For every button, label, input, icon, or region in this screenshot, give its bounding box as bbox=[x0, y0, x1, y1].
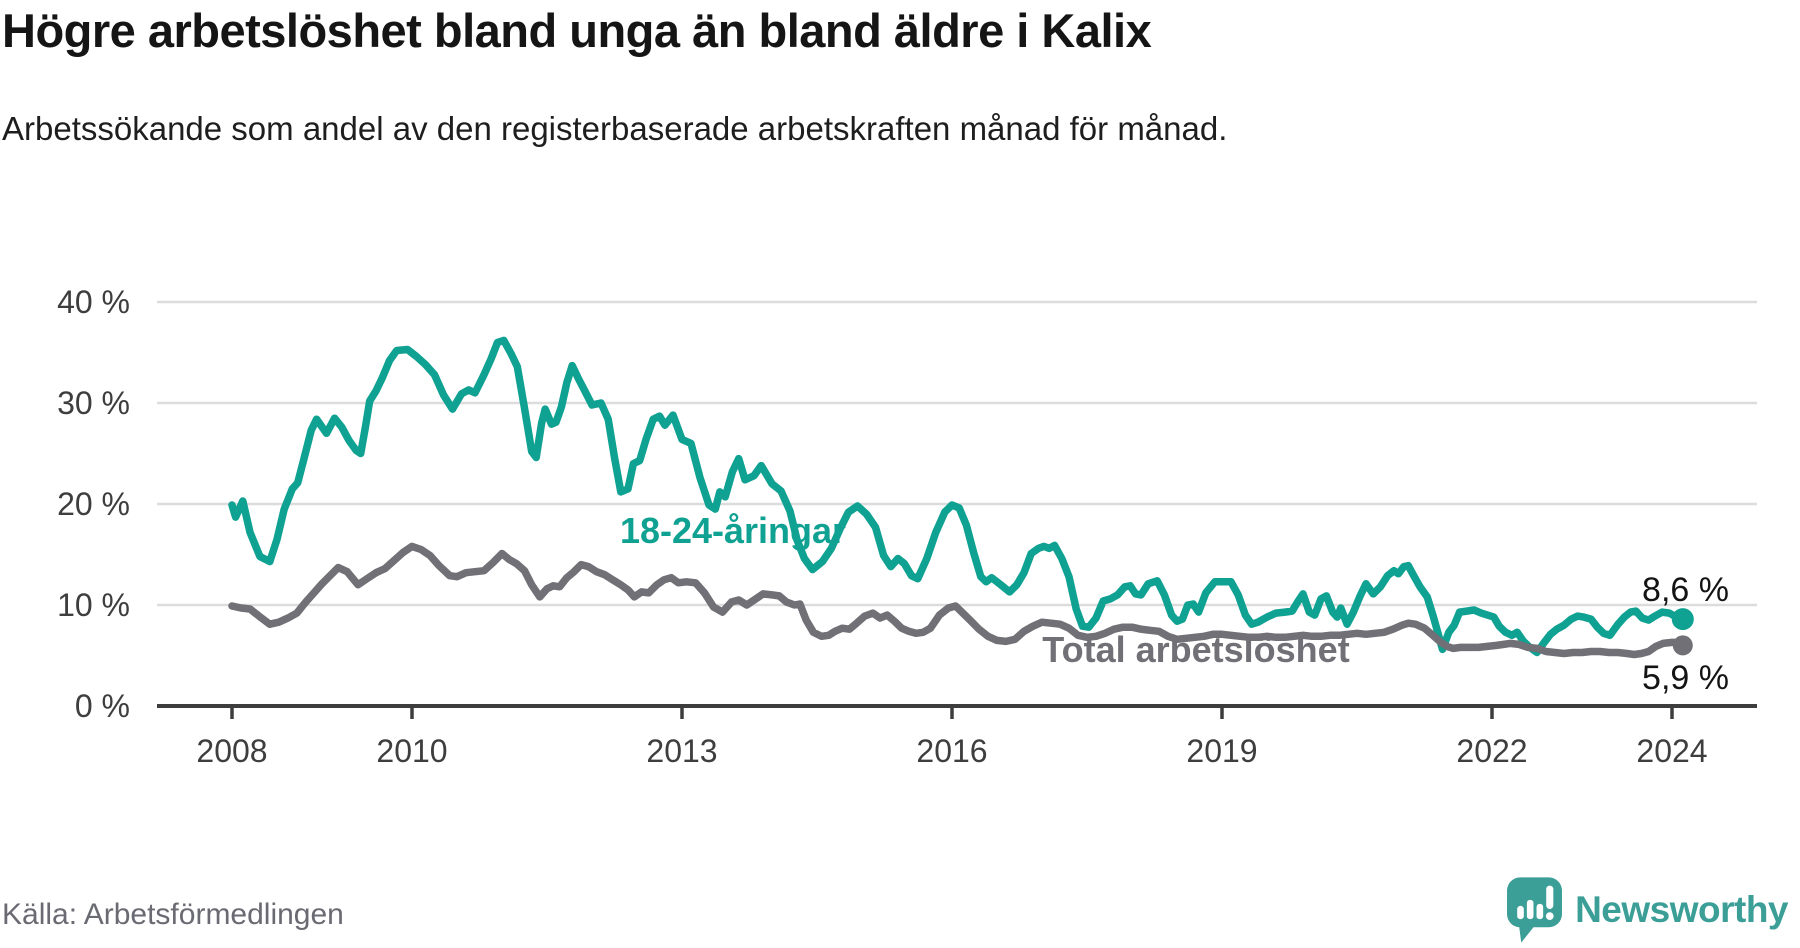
series-end-dot-young bbox=[1671, 608, 1694, 631]
data-series bbox=[228, 336, 1694, 659]
y-tick-label: 40 % bbox=[57, 284, 130, 320]
source-note: Källa: Arbetsförmedlingen bbox=[2, 898, 344, 931]
series-label-young: 18-24-åringar bbox=[620, 510, 846, 551]
x-axis: 2008 2010 2013 2016 2019 2022 2024 bbox=[157, 704, 1757, 769]
series-line-young bbox=[228, 336, 1687, 657]
series-line-total bbox=[228, 542, 1687, 659]
y-tick-label: 0 % bbox=[75, 688, 130, 724]
series-label-total: Total arbetslöshet bbox=[1042, 629, 1349, 670]
y-tick-label: 30 % bbox=[57, 385, 130, 421]
y-tick-label: 10 % bbox=[57, 587, 130, 623]
logo-wordmark: Newsworthy bbox=[1575, 889, 1788, 930]
series-end-dot-total bbox=[1672, 635, 1693, 656]
x-tick-label: 2008 bbox=[196, 733, 267, 769]
x-tick-label: 2013 bbox=[646, 733, 717, 769]
end-value-label-total: 5,9 % bbox=[1642, 659, 1729, 697]
page-subtitle: Arbetssökande som andel av den registerb… bbox=[2, 110, 1228, 147]
newsworthy-logo: Newsworthy bbox=[1506, 876, 1788, 944]
x-tick-label: 2016 bbox=[916, 733, 987, 769]
end-value-label-young: 8,6 % bbox=[1642, 571, 1729, 609]
x-tick-label: 2024 bbox=[1636, 733, 1707, 769]
y-tick-label: 20 % bbox=[57, 486, 130, 522]
bar-chart-speech-bubble-icon bbox=[1507, 877, 1563, 943]
x-tick-label: 2010 bbox=[376, 733, 447, 769]
page-title: Högre arbetslöshet bland unga än bland ä… bbox=[2, 4, 1152, 57]
x-tick-label: 2019 bbox=[1186, 733, 1257, 769]
gridlines: 40 % 30 % 20 % 10 % 0 % bbox=[57, 284, 1757, 724]
chart-labels: 18-24-åringar Total arbetslöshet 8,6 % 5… bbox=[620, 510, 1729, 697]
x-tick-label: 2022 bbox=[1456, 733, 1527, 769]
